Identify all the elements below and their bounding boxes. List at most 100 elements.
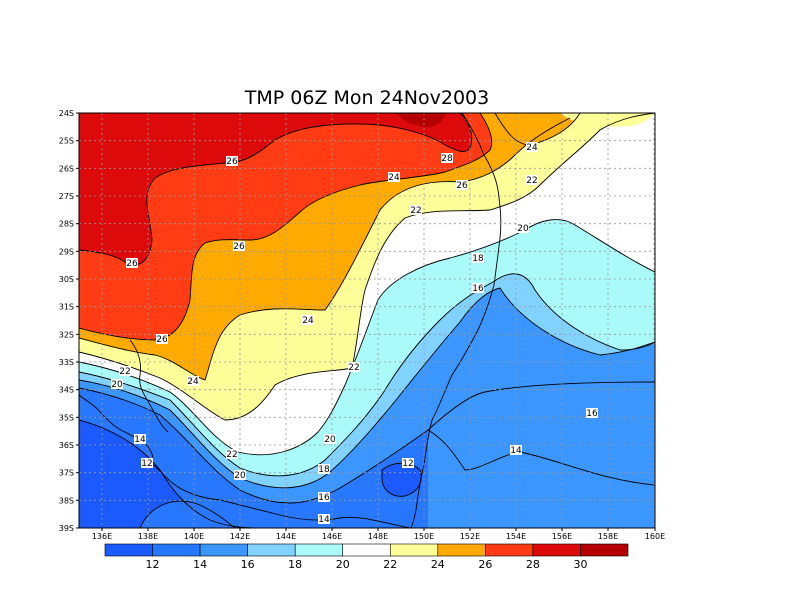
colorbar-swatch — [485, 543, 534, 557]
y-tick-label: 26S — [59, 164, 74, 173]
contour-label: 26 — [226, 157, 238, 167]
contour-label-bg — [111, 379, 123, 389]
contour-label-bg — [586, 408, 598, 418]
x-tick-label: 142E — [230, 532, 250, 541]
fill-cold-eddy — [382, 463, 422, 497]
contour-label-bg — [410, 205, 422, 215]
contour-label: 24 — [187, 377, 199, 387]
contour-label: 14 — [134, 435, 146, 445]
colorbar-swatch — [580, 543, 629, 557]
colorbar-label: 16 — [241, 558, 255, 571]
contour-label: 26 — [156, 335, 168, 345]
contour-label: 12 — [141, 459, 152, 469]
contour-label: 18 — [472, 254, 484, 264]
coastline-gulf — [79, 394, 154, 463]
contour-label-bg — [302, 315, 314, 325]
colorbar-swatch — [104, 543, 153, 557]
grid-lines — [79, 113, 655, 528]
contour-label-bg — [126, 258, 138, 268]
fill-12-14 — [79, 420, 260, 528]
colorbar-swatch — [437, 543, 486, 557]
contour-line — [79, 219, 655, 456]
contour-label-bg — [226, 449, 238, 459]
colorbar-swatch — [247, 543, 296, 557]
fill-ne-26 — [495, 113, 580, 145]
colorbar-label: 18 — [288, 558, 302, 571]
contour-label: 14 — [318, 515, 330, 525]
colorbar-label: 26 — [478, 558, 492, 571]
colorbar-swatch — [532, 543, 581, 557]
contour-label-bg — [187, 376, 199, 386]
contour-label: 22 — [348, 363, 359, 373]
contour-label: 14 — [510, 446, 522, 456]
contour-label: 22 — [226, 450, 237, 460]
fill-28-30 — [79, 113, 492, 340]
colorbar-swatch — [152, 543, 201, 557]
contour-label: 24 — [388, 173, 400, 183]
contour-label: 12 — [402, 459, 413, 469]
colorbar-label: 20 — [336, 558, 350, 571]
y-tick-label: 36S — [59, 441, 74, 450]
coastline-south — [149, 461, 411, 528]
x-tick-label: 136E — [92, 532, 112, 541]
y-tick-label: 34S — [59, 386, 74, 395]
contour-label: 26 — [126, 259, 138, 269]
contour-label: 24 — [302, 316, 314, 326]
x-tick-label: 150E — [414, 532, 434, 541]
y-tick-label: 30S — [59, 275, 74, 284]
contour-label-bg — [472, 253, 484, 263]
y-tick-label: 29S — [59, 247, 74, 256]
contour-label: 20 — [111, 380, 123, 390]
colorbar-label: 28 — [526, 558, 540, 571]
contour-label-bg — [526, 142, 538, 152]
x-tick-label: 140E — [184, 532, 204, 541]
contour-label-bg — [388, 172, 400, 182]
contour-label-bg — [456, 180, 468, 190]
colorbar-label: 22 — [383, 558, 397, 571]
contour-label-bg — [156, 334, 168, 344]
contour-label-bg — [510, 445, 522, 455]
coastline — [79, 113, 502, 528]
contour-label: 16 — [586, 409, 598, 419]
contour-label-bg — [318, 464, 330, 474]
contour-label-bg — [318, 492, 330, 502]
contour-label: 24 — [526, 143, 538, 153]
fill-ne-24 — [560, 113, 655, 127]
contour-line — [427, 429, 655, 486]
map-frame — [78, 112, 656, 529]
x-tick-label: 148E — [368, 532, 388, 541]
contour-label-bg — [472, 283, 484, 293]
contour-label-bg — [318, 514, 330, 524]
colorbar-label: 12 — [146, 558, 160, 571]
contour-label-bg — [234, 470, 246, 480]
y-tick-label: 33S — [59, 358, 74, 367]
contour-label-bg — [119, 366, 131, 376]
contour-label-bg — [517, 223, 529, 233]
contour-labels: 26 26 26 26 28 26 24 24 22 20 18 16 24 22 22 20 24 22 20 14… — [111, 142, 598, 525]
coastline-east — [409, 113, 502, 528]
contour-label: 26 — [456, 181, 468, 191]
contour-line — [79, 287, 655, 489]
contour-label-bg — [526, 175, 538, 185]
contour-lines — [79, 113, 655, 528]
colorbar-swatch — [199, 543, 248, 557]
contour-label-bg — [141, 458, 153, 468]
x-tick-label: 158E — [598, 532, 618, 541]
contour-label: 22 — [119, 367, 130, 377]
y-tick-label: 27S — [59, 192, 74, 201]
contour-label-bg — [233, 241, 245, 251]
contour-label-bg — [402, 458, 414, 468]
contour-label-bg — [348, 362, 360, 372]
contour-line — [139, 500, 236, 528]
contour-label: 20 — [517, 224, 529, 234]
contour-label-bg — [226, 156, 238, 166]
fill-south-14 — [140, 501, 235, 528]
contour-label: 22 — [410, 206, 421, 216]
y-tick-label: 32S — [59, 330, 74, 339]
contour-label: 18 — [318, 465, 330, 475]
contour-line — [79, 381, 655, 504]
colorbar-label: 14 — [193, 558, 207, 571]
contour-label-bg — [324, 434, 336, 444]
contour-label: 20 — [234, 471, 246, 481]
contour-line — [79, 113, 493, 341]
